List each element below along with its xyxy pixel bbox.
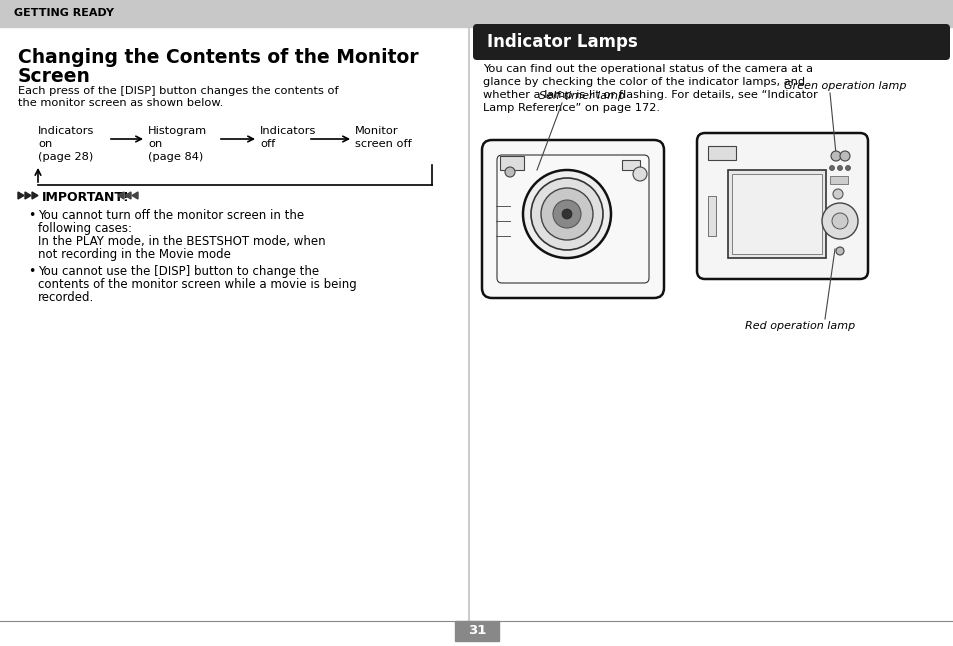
Text: Red operation lamp: Red operation lamp (744, 321, 854, 331)
Circle shape (540, 188, 593, 240)
Bar (476, 28, 945, 56)
Bar (727, 170, 825, 258)
Bar (621, 160, 639, 170)
Bar (499, 156, 523, 170)
Text: IMPORTANT!: IMPORTANT! (42, 191, 130, 204)
Bar (0, 0, 953, 27)
Polygon shape (125, 192, 131, 199)
Text: Lamp Reference” on page 172.: Lamp Reference” on page 172. (482, 103, 659, 113)
Polygon shape (32, 192, 38, 199)
Text: following cases:: following cases: (38, 222, 132, 235)
Text: the monitor screen as shown below.: the monitor screen as shown below. (18, 98, 223, 108)
Text: 31: 31 (467, 625, 486, 638)
Text: on: on (38, 139, 52, 149)
Text: You can find out the operational status of the camera at a: You can find out the operational status … (482, 64, 812, 74)
Bar (707, 146, 735, 160)
Polygon shape (25, 192, 30, 199)
Text: Indicator Lamps: Indicator Lamps (486, 33, 638, 51)
Circle shape (832, 189, 842, 199)
Text: •: • (28, 209, 35, 222)
Text: •: • (28, 265, 35, 278)
Text: whether a lamp is lit or flashing. For details, see “Indicator: whether a lamp is lit or flashing. For d… (482, 90, 817, 100)
Circle shape (553, 200, 580, 228)
Circle shape (831, 213, 847, 229)
Polygon shape (18, 192, 24, 199)
Text: (page 84): (page 84) (148, 152, 203, 162)
Text: In the PLAY mode, in the BESTSHOT mode, when: In the PLAY mode, in the BESTSHOT mode, … (38, 235, 325, 248)
Text: Screen: Screen (18, 67, 91, 86)
FancyBboxPatch shape (481, 140, 663, 298)
Text: off: off (260, 139, 275, 149)
Text: Each press of the [DISP] button changes the contents of: Each press of the [DISP] button changes … (18, 86, 338, 96)
Circle shape (837, 165, 841, 171)
Text: not recording in the Movie mode: not recording in the Movie mode (38, 248, 231, 261)
Text: (page 28): (page 28) (38, 152, 93, 162)
Circle shape (840, 151, 849, 161)
Circle shape (835, 247, 843, 255)
Bar (829, 176, 847, 184)
Circle shape (821, 203, 857, 239)
Text: glance by checking the color of the indicator lamps, and: glance by checking the color of the indi… (482, 77, 804, 87)
Bar (731, 174, 821, 254)
Text: on: on (148, 139, 162, 149)
Text: Self-timer lamp: Self-timer lamp (538, 91, 624, 101)
Text: Monitor: Monitor (355, 126, 398, 136)
Text: Indicators: Indicators (38, 126, 94, 136)
Text: screen off: screen off (355, 139, 412, 149)
Text: You cannot use the [DISP] button to change the: You cannot use the [DISP] button to chan… (38, 265, 319, 278)
Text: recorded.: recorded. (38, 291, 94, 304)
Circle shape (531, 178, 602, 250)
FancyBboxPatch shape (473, 24, 949, 60)
Circle shape (561, 209, 572, 219)
Text: Green operation lamp: Green operation lamp (783, 81, 905, 91)
Bar (707, 196, 716, 236)
Circle shape (633, 167, 646, 181)
Text: GETTING READY: GETTING READY (14, 8, 113, 19)
Text: Changing the Contents of the Monitor: Changing the Contents of the Monitor (18, 48, 418, 67)
FancyBboxPatch shape (697, 133, 867, 279)
Text: Histogram: Histogram (148, 126, 207, 136)
Circle shape (504, 167, 515, 177)
Circle shape (828, 165, 834, 171)
Text: contents of the monitor screen while a movie is being: contents of the monitor screen while a m… (38, 278, 356, 291)
Polygon shape (118, 192, 124, 199)
Circle shape (844, 165, 850, 171)
Circle shape (830, 151, 841, 161)
Text: Indicators: Indicators (260, 126, 316, 136)
Text: You cannot turn off the monitor screen in the: You cannot turn off the monitor screen i… (38, 209, 304, 222)
Polygon shape (132, 192, 138, 199)
Circle shape (522, 170, 610, 258)
Bar (455, 621, 498, 641)
